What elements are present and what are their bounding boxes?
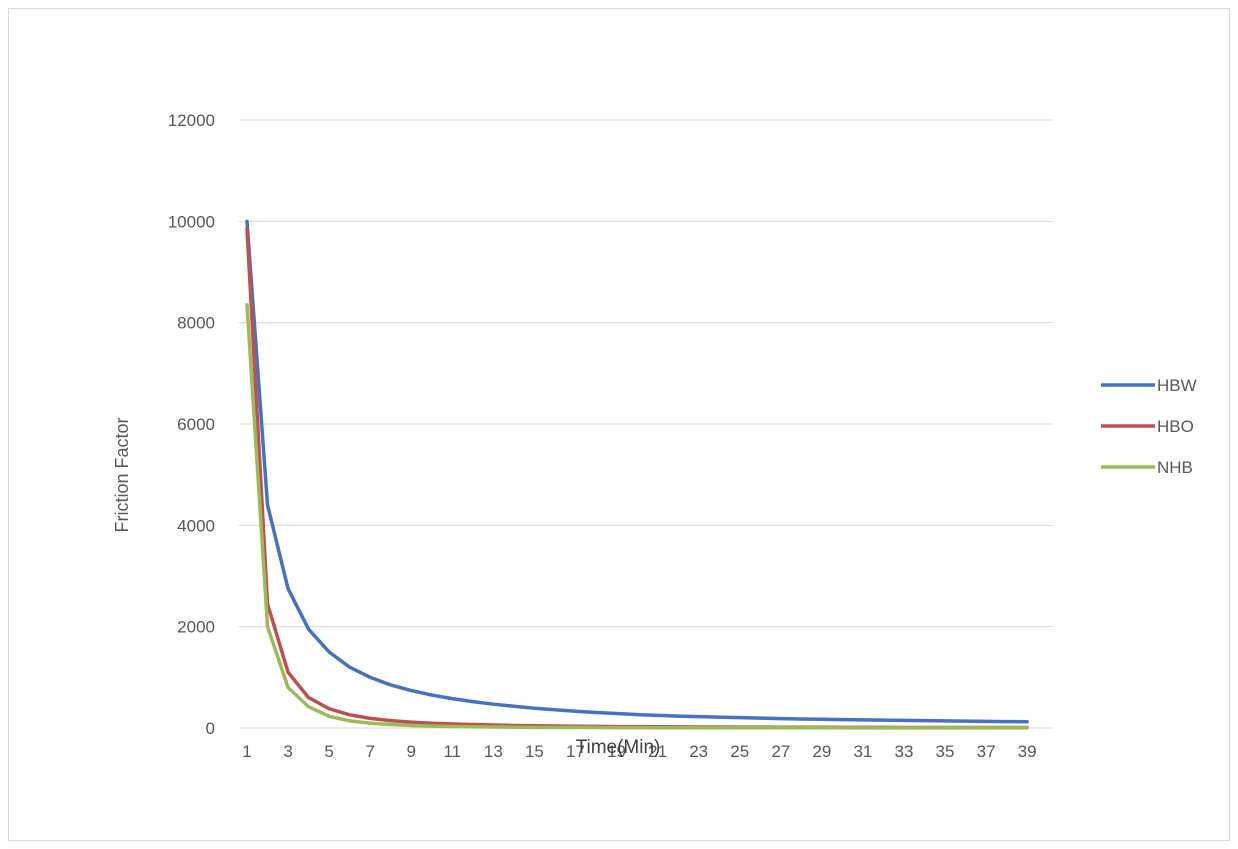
- x-tick-label: 9: [407, 742, 416, 761]
- x-axis-title: Time(Min): [576, 737, 661, 758]
- x-tick-label: 7: [365, 742, 374, 761]
- chart-area: 0 2000 4000 6000 8000 10000 12000 1 3 5 7 9 11 13 15 1…: [8, 8, 1230, 841]
- x-tick-label: 23: [689, 742, 708, 761]
- x-tick-label: 33: [894, 742, 913, 761]
- legend-label-hbo: HBO: [1157, 417, 1194, 436]
- x-tick-label: 17: [566, 742, 585, 761]
- y-axis-tick-labels: 0 2000 4000 6000 8000 10000 12000: [168, 111, 215, 738]
- series-line-hbw: [245, 219, 1029, 724]
- y-tick-label: 6000: [177, 415, 215, 434]
- x-tick-label: 15: [525, 742, 544, 761]
- legend-label-hbw: HBW: [1157, 376, 1197, 395]
- x-tick-label: 21: [648, 742, 667, 761]
- series-lines: [245, 219, 1029, 730]
- series-line-nhb: [245, 303, 1029, 730]
- x-tick-label: 25: [730, 742, 749, 761]
- y-axis-title: Friction Factor: [112, 417, 132, 532]
- series-line-hbo: [245, 227, 1029, 730]
- y-tick-label: 10000: [168, 212, 215, 231]
- legend: HBW HBO NHB: [1101, 376, 1197, 477]
- gridlines: [239, 119, 1053, 729]
- x-tick-label: 35: [936, 742, 955, 761]
- legend-label-nhb: NHB: [1157, 458, 1193, 477]
- x-tick-label: 29: [812, 742, 831, 761]
- x-axis-tick-labels: 1 3 5 7 9 11 13 15 17 19 21 23 25 27 29 31 33 35 37 39: [242, 742, 1036, 761]
- x-tick-label: 3: [283, 742, 292, 761]
- y-tick-label: 8000: [177, 314, 215, 333]
- y-tick-label: 4000: [177, 516, 215, 535]
- x-tick-label: 1: [242, 742, 251, 761]
- y-tick-label: 2000: [177, 618, 215, 637]
- x-tick-label: 11: [443, 742, 461, 761]
- x-tick-label: 37: [977, 742, 996, 761]
- x-tick-label: 13: [484, 742, 503, 761]
- x-tick-label: 31: [853, 742, 872, 761]
- x-tick-label: 5: [324, 742, 333, 761]
- x-tick-label: 39: [1018, 742, 1037, 761]
- x-tick-label: 19: [607, 742, 626, 761]
- x-tick-label: 27: [771, 742, 790, 761]
- y-tick-label: 0: [206, 719, 215, 738]
- y-tick-label: 12000: [168, 111, 215, 130]
